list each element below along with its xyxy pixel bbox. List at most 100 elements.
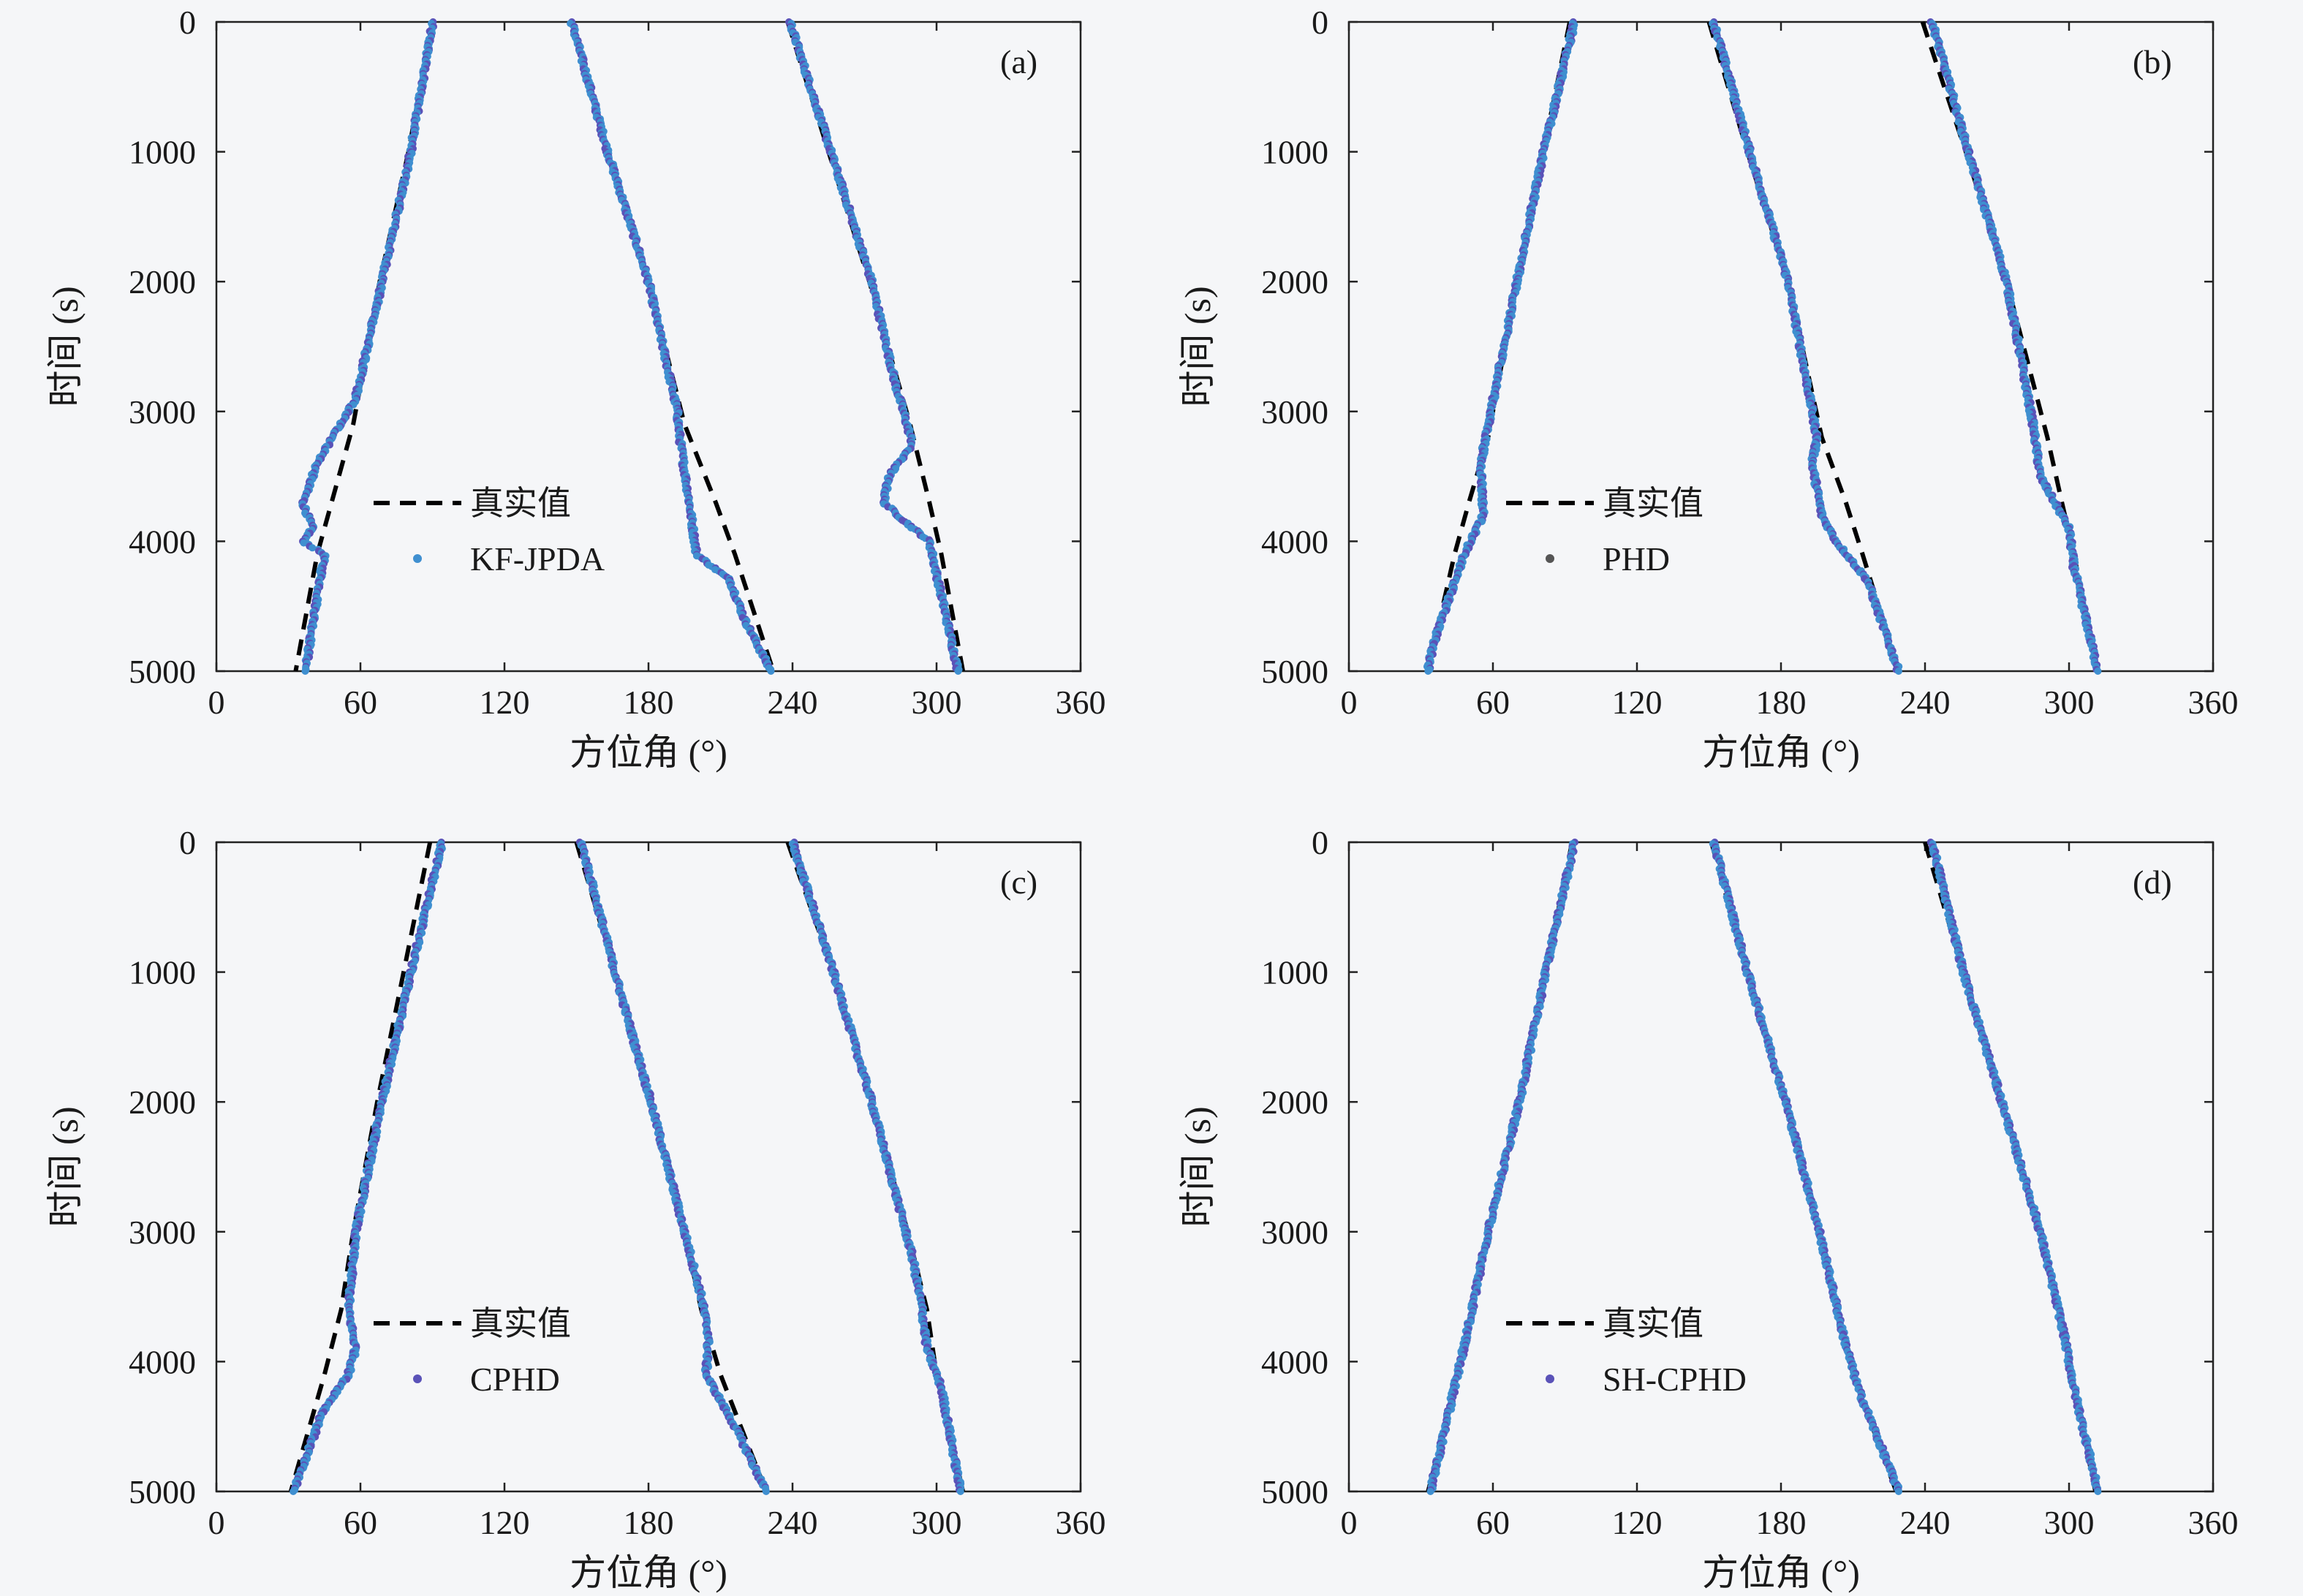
y-tick-label: 1000 [1261,954,1328,991]
estimate-point [762,1488,770,1495]
x-tick-label: 300 [912,684,962,721]
y-tick-label: 3000 [1261,393,1328,431]
x-tick-label: 300 [2044,1504,2095,1541]
y-tick-label: 3000 [129,393,196,431]
estimate-series-1 [290,839,446,1495]
estimate-point [290,1488,298,1495]
panel-c: 0 60 120 180 240 300 360010002000300040005000方… [45,824,1106,1593]
x-tick-label: 360 [2188,684,2239,721]
estimate-series-3 [1926,18,2102,675]
y-tick-label: 3000 [129,1214,196,1251]
estimate-point [954,667,962,675]
estimate-series-2 [567,18,775,675]
x-tick-label: 240 [768,684,818,721]
x-axis-title: 方位角 (°) [570,732,727,773]
x-tick-label: 180 [624,684,674,721]
legend-truth-label: 真实值 [470,1305,571,1342]
y-tick-label: 2000 [129,263,196,300]
y-tick-label: 2000 [1261,1083,1328,1121]
estimate-point [1426,1488,1434,1495]
y-tick-label: 3000 [1261,1214,1328,1251]
x-tick-label: 300 [912,1504,962,1541]
estimate-point [1894,1488,1902,1495]
plot-frame [1347,20,2215,673]
estimate-point [301,667,309,675]
panel-a: 0 60 120 180 240 300 360010002000300040005000方… [45,4,1106,773]
x-tick-label: 360 [2188,1504,2239,1541]
x-axis-title: 方位角 (°) [570,1552,727,1593]
estimate-point [1894,667,1902,675]
x-tick-label: 60 [1476,1504,1510,1541]
x-axis-title: 方位角 (°) [1702,1552,1860,1593]
y-tick-label: 0 [1312,824,1328,861]
x-tick-label: 60 [344,1504,377,1541]
x-tick-label: 120 [1612,684,1663,721]
panel-label: (a) [1000,43,1037,80]
estimate-series-3 [788,839,965,1495]
x-tick-label: 60 [1476,684,1510,721]
y-tick-label: 5000 [1261,1473,1328,1510]
estimate-point [767,667,775,675]
y-tick-label: 4000 [1261,1343,1328,1380]
y-tick-label: 1000 [1261,134,1328,171]
plot-frame [215,20,1082,673]
x-tick-label: 240 [768,1504,818,1541]
y-tick-label: 1000 [129,134,196,171]
estimate-series-3 [1926,839,2102,1495]
x-tick-label: 180 [624,1504,674,1541]
panel-label: (b) [2133,43,2172,80]
x-tick-label: 0 [208,1504,225,1541]
estimate-series-2 [1709,839,1902,1495]
y-tick-label: 0 [179,824,196,861]
panel-b: 0 60 120 180 240 300 360010002000300040005000方… [1177,4,2239,773]
legend-estimate-swatch [413,554,422,563]
x-tick-label: 180 [1756,684,1807,721]
y-tick-label: 5000 [129,653,196,690]
y-tick-label: 4000 [129,1343,196,1380]
x-tick-label: 0 [1341,684,1358,721]
x-tick-label: 300 [2044,684,2095,721]
x-tick-label: 360 [1056,684,1106,721]
legend-estimate-label: CPHD [470,1361,560,1398]
estimate-series-1 [1423,18,1578,675]
x-tick-label: 180 [1756,1504,1807,1541]
x-axis-title: 方位角 (°) [1702,732,1860,773]
estimate-series-2 [575,839,770,1495]
legend-estimate-swatch [1546,554,1554,563]
x-tick-label: 0 [1341,1504,1358,1541]
x-tick-label: 60 [344,684,377,721]
legend: 真实值 KF-JPDA [374,485,605,578]
estimate-series-3 [785,18,963,675]
y-axis-title: 时间 (s) [45,286,86,406]
y-tick-label: 2000 [129,1083,196,1121]
truth-line-1 [288,842,433,1492]
legend-estimate-swatch [413,1374,422,1383]
estimate-series-1 [298,18,437,675]
y-axis-title: 时间 (s) [45,1106,86,1227]
x-tick-label: 240 [1900,1504,1951,1541]
legend-estimate-label: KF-JPDA [470,540,605,578]
plot-frame [1347,841,2215,1493]
y-axis-title: 时间 (s) [1177,1106,1218,1227]
x-tick-label: 360 [1056,1504,1106,1541]
estimate-series-1 [1426,839,1578,1495]
x-tick-label: 120 [480,684,530,721]
y-tick-label: 1000 [129,954,196,991]
panel-label: (d) [2133,863,2172,901]
estimate-point [956,1488,964,1495]
panel-label: (c) [1000,863,1037,901]
y-tick-label: 4000 [1261,523,1328,560]
legend-truth-label: 真实值 [470,485,571,522]
legend-estimate-label: PHD [1603,540,1670,578]
y-tick-label: 5000 [129,1473,196,1510]
y-tick-label: 2000 [1261,263,1328,300]
estimate-point [1424,667,1432,675]
y-axis-title: 时间 (s) [1177,286,1218,406]
y-tick-label: 4000 [129,523,196,560]
y-tick-label: 0 [1312,4,1328,41]
estimate-series-2 [1709,18,1903,675]
panel-d: 0 60 120 180 240 300 360 0 1000 2000 3000 4000 5000 方… [1177,824,2239,1593]
x-tick-label: 120 [1612,1504,1663,1541]
